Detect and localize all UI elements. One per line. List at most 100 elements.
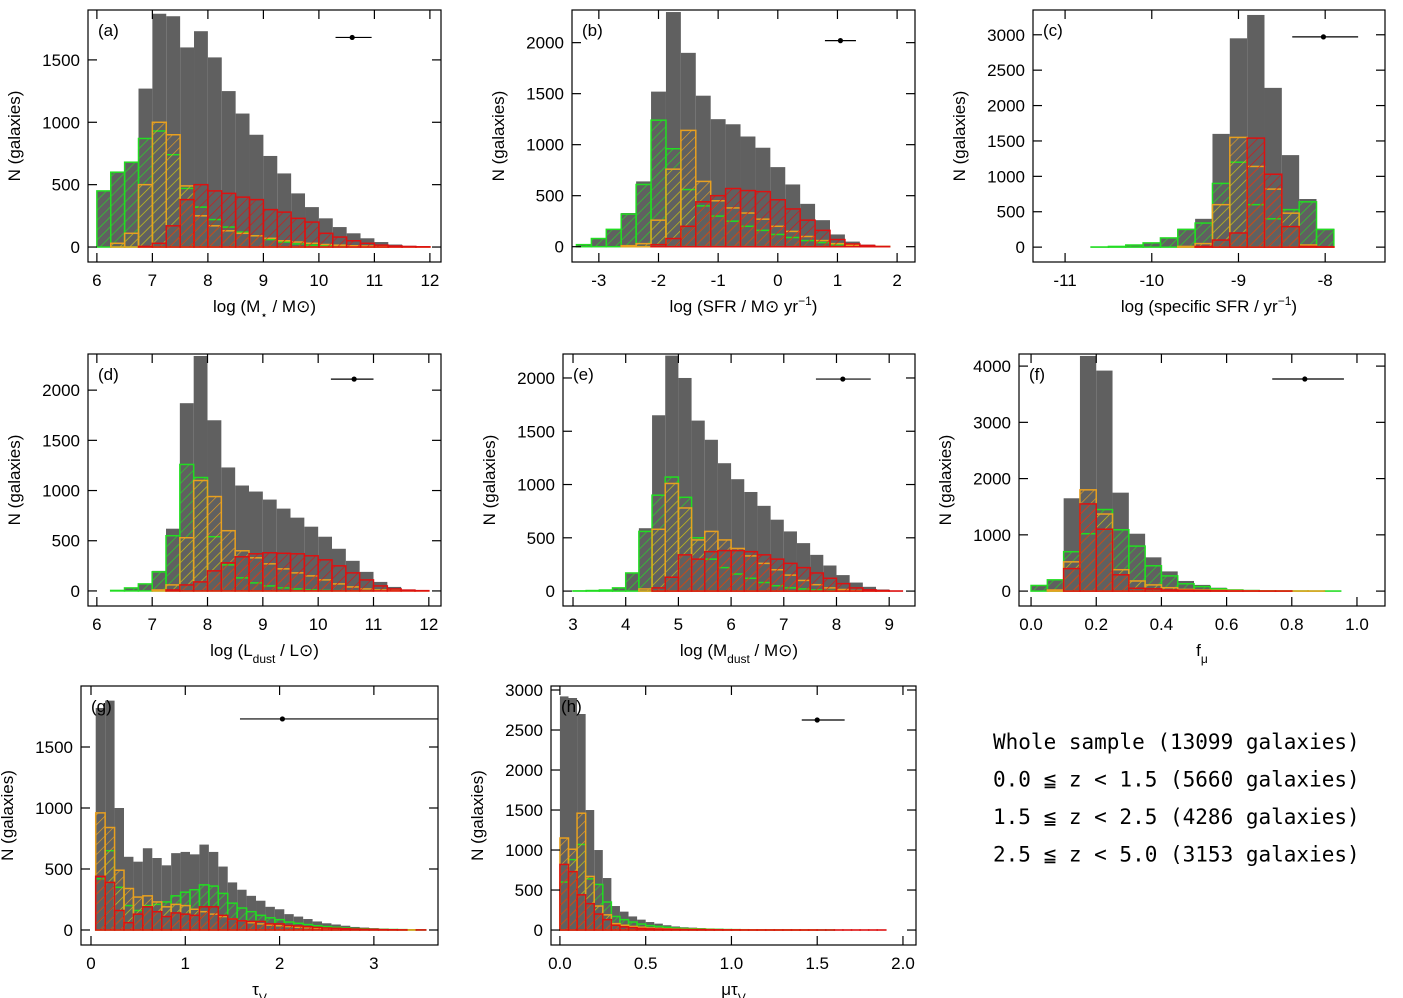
x-tick-label: 7: [779, 615, 788, 634]
x-tick-label: 0.2: [1084, 615, 1108, 634]
histogram-bar: [1177, 228, 1196, 248]
x-tick-label: 0.5: [634, 954, 658, 973]
y-tick-label: 1000: [505, 841, 543, 860]
y-tick-label: 500: [52, 532, 80, 551]
histogram-bar: [317, 559, 333, 592]
histogram-bar: [1030, 584, 1049, 592]
x-tick-label: -9: [1231, 271, 1246, 290]
histogram-bar: [245, 920, 257, 931]
y-tick-label: 0: [1002, 582, 1011, 601]
histogram-bar: [875, 589, 890, 592]
x-tick-label: 7: [148, 271, 157, 290]
histogram-bar: [96, 190, 112, 248]
histogram-bar: [1177, 245, 1196, 248]
y-tick-label: 2000: [42, 381, 80, 400]
x-tick-label: 12: [420, 271, 439, 290]
histogram-bar: [567, 870, 578, 931]
legend-entry: Whole sample (13099 galaxies): [993, 730, 1360, 754]
y-tick-label: 2000: [973, 470, 1011, 489]
histogram-bar: [635, 242, 652, 248]
histogram-bar: [179, 913, 191, 931]
histogram-bar: [226, 918, 238, 931]
histogram-bar: [387, 245, 403, 248]
histogram-bar: [1107, 245, 1127, 248]
x-tick-label: 12: [419, 615, 438, 634]
histogram-bar: [105, 700, 115, 930]
x-axis-label-part: ⋆: [260, 308, 268, 322]
histogram-bar: [1229, 232, 1248, 248]
histogram-bar: [619, 926, 630, 931]
y-axis-label: N (galaxies): [5, 435, 24, 526]
x-tick-label: 6: [92, 271, 101, 290]
plot-frame: [550, 685, 917, 946]
x-tick-label: 2: [892, 271, 901, 290]
histogram-bar: [743, 550, 759, 592]
histogram-bar: [651, 587, 666, 592]
histogram-bar: [165, 534, 181, 592]
y-axis-label: N (galaxies): [950, 91, 969, 182]
histogram-bar: [400, 589, 416, 592]
histogram-bar: [670, 928, 681, 931]
histogram-bar: [754, 190, 772, 248]
histogram-bar: [179, 198, 195, 248]
histogram-bar: [386, 588, 402, 592]
plot-frame: [1032, 9, 1386, 263]
panel-label: (h): [561, 697, 582, 716]
histogram-bar: [180, 851, 191, 930]
histogram-bar: [769, 199, 787, 248]
histogram-bar: [345, 240, 362, 248]
x-axis-label: log (SFR / M⊙ yr−1): [670, 294, 818, 316]
histogram-bar: [206, 570, 223, 592]
x-tick-label: 1: [181, 954, 190, 973]
error-bar-point: [1320, 34, 1327, 40]
histogram-bar: [665, 168, 682, 248]
x-tick-label: 2.0: [891, 954, 915, 973]
x-axis-label: log (Ldust / L⊙): [210, 641, 319, 666]
x-tick-label: 10: [309, 615, 328, 634]
y-axis-label: N (galaxies): [480, 435, 499, 526]
histogram-bar: [248, 553, 264, 592]
x-axis-label-part: dust: [727, 652, 750, 666]
histogram-bar: [217, 914, 229, 931]
histogram-bar: [653, 928, 664, 931]
histogram-bar: [290, 217, 306, 248]
histogram-bar: [1315, 228, 1335, 248]
x-tick-label: 0.8: [1280, 615, 1304, 634]
histogram-bar: [1246, 137, 1266, 248]
x-axis-label: fμ: [1196, 641, 1208, 666]
histogram-bar: [358, 928, 370, 931]
histogram-bar: [620, 244, 637, 248]
x-axis-label-part: ): [812, 297, 818, 316]
x-axis-label-part: / M⊙): [750, 641, 798, 660]
histogram-bar: [161, 865, 172, 930]
histogram-bar: [330, 927, 342, 931]
histogram-bar: [1194, 245, 1214, 248]
histogram-bar: [151, 910, 163, 931]
x-tick-label: -8: [1318, 271, 1333, 290]
x-tick-label: 0.6: [1215, 615, 1239, 634]
histogram-bar: [292, 925, 304, 931]
histogram-bar: [1046, 589, 1065, 592]
histogram-bar: [756, 554, 772, 592]
histogram-bar: [359, 242, 376, 248]
x-tick-label: 1.0: [720, 954, 744, 973]
panel-label: (d): [98, 365, 119, 384]
histogram-bar: [193, 183, 209, 248]
histogram-bar: [372, 585, 389, 592]
histogram-bar: [739, 189, 757, 248]
histogram-bar: [332, 236, 348, 248]
panel-label: (a): [98, 21, 119, 40]
y-tick-label: 1000: [526, 136, 564, 155]
histogram-bar: [318, 232, 334, 248]
histogram-bar: [665, 237, 682, 248]
y-tick-label: 500: [997, 203, 1025, 222]
y-tick-label: 2000: [987, 97, 1025, 116]
y-tick-label: 1500: [42, 51, 80, 70]
y-tick-label: 2000: [505, 761, 543, 780]
histogram-bar: [109, 589, 126, 592]
y-tick-label: 3000: [987, 26, 1025, 45]
histogram-bar: [170, 912, 182, 931]
histogram-bar: [1111, 574, 1130, 592]
x-axis-label-part: μ: [1201, 652, 1208, 666]
y-tick-label: 1500: [505, 801, 543, 820]
